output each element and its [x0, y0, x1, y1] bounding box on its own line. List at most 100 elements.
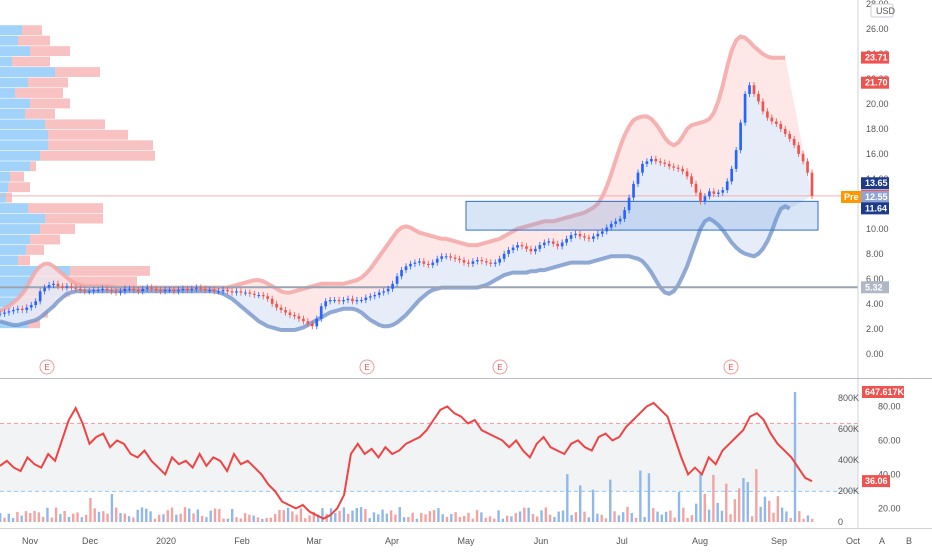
volume-bar — [480, 512, 483, 522]
oscillator-badge-bg[interactable] — [862, 386, 904, 398]
volume-axis-tick: 200K — [838, 486, 859, 496]
volume-bar — [153, 518, 157, 522]
candle-body — [177, 290, 180, 292]
volume-bar — [389, 510, 393, 522]
candle-body — [34, 301, 38, 306]
currency-box[interactable] — [870, 3, 894, 18]
auto-scale-button[interactable]: A — [878, 536, 885, 546]
volume-bar — [312, 511, 316, 522]
volume-bar — [484, 517, 487, 522]
earnings-marker-label: E — [728, 363, 733, 372]
volume-bar — [621, 512, 625, 522]
price-axis-bg — [858, 0, 932, 550]
earnings-marker-label: E — [44, 363, 49, 372]
volume-bar — [192, 513, 195, 522]
earnings-marker[interactable] — [359, 359, 375, 375]
price-badge[interactable]: 11.64 — [861, 202, 889, 215]
log-scale-button[interactable]: B — [905, 536, 912, 546]
volume-profile-sell — [10, 171, 24, 182]
time-axis-tick: Apr — [385, 536, 399, 546]
volume-bar — [802, 518, 805, 522]
volume-profile-sell — [25, 108, 55, 119]
candle-body — [529, 248, 533, 252]
candle-body — [627, 197, 631, 211]
price-badge-bg — [861, 76, 889, 89]
volume-profile-sell — [30, 161, 36, 172]
volume-profile-buy — [0, 150, 40, 161]
volume-bar — [772, 512, 775, 522]
candle-body — [87, 291, 91, 293]
price-badge[interactable]: 13.65 — [861, 177, 889, 190]
volume-bar — [553, 517, 556, 522]
volume-bar — [213, 508, 217, 522]
oscillator-line[interactable] — [0, 401, 813, 520]
candle-body — [172, 290, 176, 292]
candle-body — [168, 290, 171, 292]
time-axis-tick: Sep — [771, 536, 787, 546]
volume-bar — [548, 514, 552, 522]
price-badge[interactable]: 5.32 — [861, 281, 889, 294]
oscillator-pane[interactable] — [0, 392, 858, 522]
volume-bar — [149, 511, 152, 522]
price-badge-label: 5.32 — [865, 282, 883, 292]
candle-body — [725, 181, 729, 191]
price-axis-tick: 2.00 — [866, 324, 884, 334]
volume-profile-sell — [70, 265, 150, 276]
candle-body — [208, 290, 212, 292]
candle-body — [426, 263, 430, 266]
price-badge-label: 23.71 — [865, 53, 888, 63]
volume-bar — [132, 517, 135, 522]
price-axis-tick: 4.00 — [866, 299, 884, 309]
volume-bar — [450, 513, 453, 522]
volume-bar — [424, 514, 427, 522]
earnings-marker[interactable] — [39, 359, 55, 375]
volume-bar — [432, 510, 436, 522]
price-badge-label: 13.65 — [865, 178, 888, 188]
volume-bar — [467, 512, 470, 522]
volume-profile-buy — [0, 234, 30, 245]
volume-profile-buy — [0, 25, 22, 36]
pre-market-badge[interactable] — [841, 190, 861, 203]
volume-bar — [50, 517, 53, 522]
price-badge[interactable]: 21.70 — [861, 76, 889, 89]
volume-bar — [527, 507, 530, 522]
volume-bar — [707, 509, 711, 522]
time-axis-tick: 2020 — [156, 536, 176, 546]
candle-body — [538, 245, 542, 249]
volume-bar — [84, 514, 88, 522]
volume-bar — [669, 510, 672, 522]
candle-body — [110, 290, 113, 292]
time-axis-tick: Nov — [22, 536, 39, 546]
volume-bar — [286, 507, 290, 522]
earnings-marker[interactable] — [492, 359, 508, 375]
volume-bar — [166, 510, 169, 522]
volume-bar — [566, 474, 569, 522]
volume-bar — [746, 482, 749, 522]
candle-body — [199, 287, 203, 289]
candle-body — [145, 287, 149, 289]
price-badge[interactable]: 23.71 — [861, 51, 889, 64]
candle-body — [449, 256, 452, 258]
candle-body — [600, 231, 604, 234]
candle-body — [279, 307, 283, 311]
price-badge[interactable]: Pre 12.55 — [841, 190, 889, 203]
volume-bar — [359, 507, 363, 522]
candle-body — [368, 296, 372, 298]
candle-body — [119, 291, 122, 293]
candle-body — [654, 158, 658, 162]
volume-profile-sell — [48, 129, 128, 140]
oscillator-badge-bg[interactable] — [862, 475, 890, 488]
candle-body — [650, 158, 653, 162]
candle-body — [293, 315, 296, 317]
volume-bar — [609, 479, 612, 522]
candle-body — [261, 295, 265, 297]
earnings-marker[interactable] — [723, 359, 739, 375]
candle-body — [310, 323, 314, 327]
volume-bar — [170, 507, 174, 522]
range-box[interactable] — [465, 200, 819, 231]
candle-body — [226, 290, 229, 292]
